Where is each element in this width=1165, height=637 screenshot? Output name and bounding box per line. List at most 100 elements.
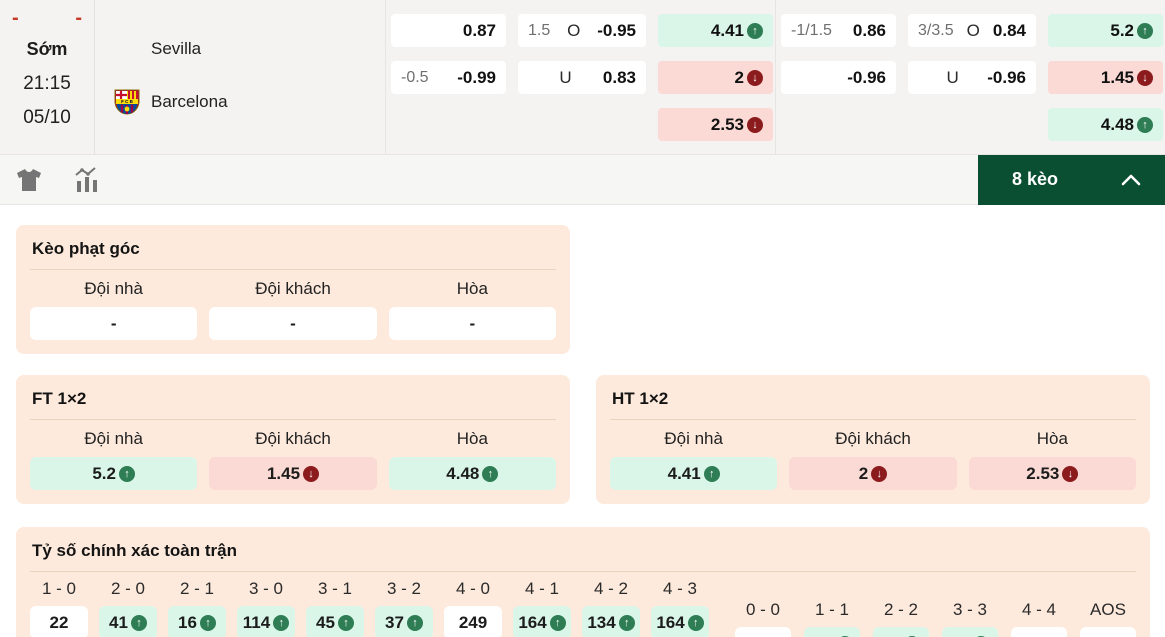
score-column: 1 - 1 8.4↑ <box>804 593 860 637</box>
odds-cell[interactable]: 4.48 ↑ <box>1048 108 1163 141</box>
column-headers-row: Đội nhà Đội khách Hòa <box>610 429 1136 449</box>
score-odds-cell[interactable]: 37 ↑ <box>375 606 433 637</box>
odds-cell[interactable]: - <box>30 307 198 340</box>
odds-value: 4.41 <box>667 463 701 483</box>
odds-cell[interactable]: 1.45 ↓ <box>209 457 377 490</box>
odds-value: 0.86 <box>852 20 886 40</box>
score-odds-cell[interactable]: 13↑ <box>873 627 929 637</box>
over-under-label: U <box>559 67 572 87</box>
score-label: 3 - 2 <box>386 579 422 598</box>
odds-cell[interactable]: - <box>209 307 377 340</box>
odds-row: 0.87 1.5 O -0.95 4.41 ↑ <box>391 14 775 47</box>
score-odds-cell[interactable]: 24 <box>735 627 791 637</box>
score-odds-cell[interactable]: 114 ↑ <box>237 606 295 637</box>
score-label: 1 - 0 <box>41 579 77 598</box>
score-odds-cell[interactable]: 41 ↑ <box>99 606 157 637</box>
score-odds-cell[interactable]: 249 <box>444 606 502 637</box>
card-title: FT 1×2 <box>30 387 556 420</box>
score-odds-cell[interactable]: 8.4↑ <box>804 627 860 637</box>
over-under-label: O <box>567 20 581 40</box>
score-label: 4 - 0 <box>455 579 491 598</box>
odds-cell[interactable]: U -0.96 <box>908 61 1036 94</box>
score-placeholders: - - <box>12 8 82 28</box>
odds-value: 2.53 <box>710 114 744 134</box>
odds-value: 22 <box>49 612 69 632</box>
odds-cell[interactable]: 4.41 ↑ <box>658 14 773 47</box>
odds-cell[interactable]: 2 ↓ <box>789 457 957 490</box>
odds-row: -1/1.5 0.86 3/3.5 O 0.84 5.2 ↑ <box>781 14 1165 47</box>
odds-cell[interactable]: 2.53 ↓ <box>968 457 1136 490</box>
away-team-row[interactable]: F C B Barcelona <box>112 87 385 117</box>
match-header: - - Sớm 21:15 05/10 Sevilla F C B <box>0 0 1165 155</box>
odds-value: -0.99 <box>457 67 496 87</box>
score-odds-cell[interactable]: 134 ↑ <box>582 606 640 637</box>
score-label: 3 - 3 <box>952 600 988 619</box>
trend-up-icon: ↑ <box>1137 22 1153 39</box>
trend-up-icon: ↑ <box>406 614 423 631</box>
odds-cell[interactable]: 0.87 <box>391 14 506 47</box>
score-odds-cell[interactable]: 164 ↑ <box>513 606 571 637</box>
score-odds-cell[interactable]: 45↑ <box>942 627 998 637</box>
score-label: 4 - 1 <box>524 579 560 598</box>
odds-cell[interactable]: 1.5 O -0.95 <box>518 14 646 47</box>
column-header: Hòa <box>456 429 488 448</box>
main-scores-group: 1 - 0 22 2 - 0 41 ↑ 2 - 1 16 ↑ 3 - 0 114 ↑ 3 - 1 45 ↑… <box>30 572 709 637</box>
score-label: 3 - 1 <box>317 579 353 598</box>
trend-down-icon: ↓ <box>303 465 320 482</box>
trend-up-icon: ↑ <box>837 635 854 637</box>
odds-cell[interactable]: -0.96 <box>781 61 896 94</box>
jersey-icon[interactable] <box>17 168 41 191</box>
odds-value: - <box>110 313 117 333</box>
odds-cell[interactable]: 4.48 ↑ <box>388 457 556 490</box>
odds-cell[interactable]: -1/1.5 0.86 <box>781 14 896 47</box>
column-headers-row: Đội nhà Đội khách Hòa <box>30 429 556 449</box>
odds-value: 5.2 <box>1110 20 1134 40</box>
trend-down-icon: ↓ <box>747 69 763 86</box>
score-label: 3 - 0 <box>248 579 284 598</box>
trend-up-icon: ↑ <box>118 465 135 482</box>
score-odds-cell[interactable]: 164 ↑ <box>651 606 709 637</box>
odds-value: - <box>290 313 296 333</box>
draw-scores-group: 0 - 0241 - 18.4↑2 - 213↑3 - 345↑4 - 4249… <box>735 593 1136 637</box>
score-odds-cell[interactable]: 249 <box>1011 627 1067 637</box>
odds-count-button[interactable]: 8 kèo <box>978 154 1165 205</box>
odds-value: 13 <box>882 634 901 637</box>
odds-value: 1.45 <box>266 463 301 483</box>
stats-chart-icon[interactable] <box>73 166 103 193</box>
empty-cell <box>518 108 646 141</box>
score-odds-cell[interactable]: 45↑ <box>306 606 364 637</box>
odds-cell[interactable]: 2.53 ↓ <box>658 108 773 141</box>
score-odds-cell[interactable]: 7.8 <box>1080 627 1136 637</box>
trend-down-icon: ↓ <box>1137 69 1153 86</box>
score-column: 2 - 2 13↑ <box>873 593 929 637</box>
odds-count-label: 8 kèo <box>1012 169 1059 189</box>
match-time: 21:15 <box>23 73 71 94</box>
column-headers-row: Đội nhà Đội khách Hòa <box>30 279 556 299</box>
odds-value: 7.8 <box>1096 634 1120 637</box>
handicap-value: 1.5 <box>528 21 551 39</box>
score-label: 1 - 1 <box>814 600 850 619</box>
odds-cell[interactable]: U 0.83 <box>518 61 646 94</box>
odds-cell[interactable]: - <box>388 307 556 340</box>
card-title: HT 1×2 <box>610 387 1136 420</box>
odds-value: 0.87 <box>462 20 496 40</box>
match-time-column: - - Sớm 21:15 05/10 <box>0 0 95 154</box>
score-odds-cell[interactable]: 16 ↑ <box>168 606 226 637</box>
odds-value: 5.2 <box>92 463 116 483</box>
odds-value: 2 <box>858 463 869 483</box>
svg-text:F C B: F C B <box>121 99 133 104</box>
ht-1x2-card: HT 1×2 Đội nhà Đội khách Hòa 4.41 ↑ 2 ↓ 2.53 ↓ <box>596 375 1150 504</box>
odds-cell[interactable]: 3/3.5 O 0.84 <box>908 14 1036 47</box>
home-team-row[interactable]: Sevilla <box>112 34 385 64</box>
column-header: Đội khách <box>255 279 331 298</box>
odds-cell[interactable]: 4.41 ↑ <box>610 457 778 490</box>
odds-cells-row: 4.41 ↑ 2 ↓ 2.53 ↓ <box>610 457 1136 490</box>
early-label: Sớm <box>26 39 68 59</box>
odds-cell[interactable]: 5.2 ↑ <box>30 457 198 490</box>
odds-cell[interactable]: 5.2 ↑ <box>1048 14 1163 47</box>
odds-cell[interactable]: -0.5 -0.99 <box>391 61 506 94</box>
odds-cell[interactable]: 1.45 ↓ <box>1048 61 1163 94</box>
column-header: Đội nhà <box>664 429 723 448</box>
odds-cell[interactable]: 2 ↓ <box>658 61 773 94</box>
score-odds-cell[interactable]: 22 <box>30 606 88 637</box>
